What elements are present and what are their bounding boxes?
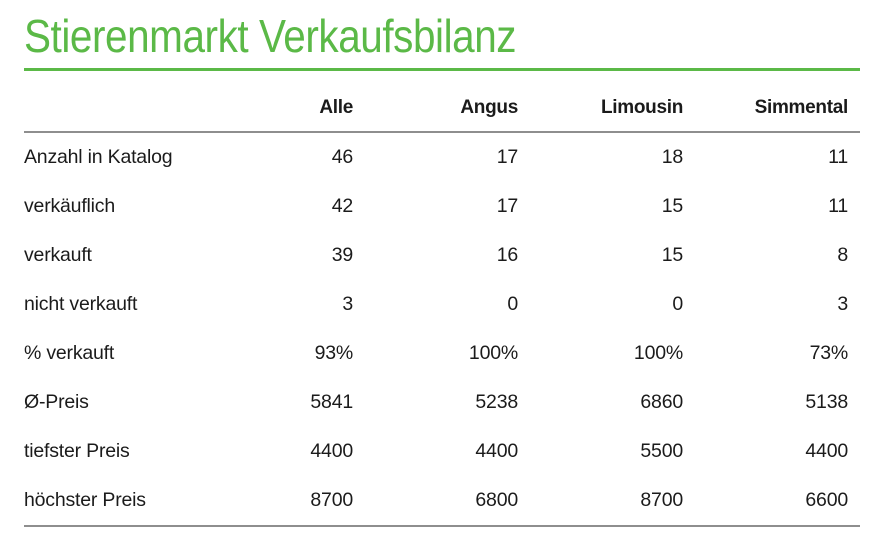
- cell-value: 100%: [468, 342, 518, 364]
- cell-value: 4400: [310, 440, 353, 462]
- cell-value: 17: [496, 195, 518, 217]
- cell-value: 5500: [640, 440, 683, 462]
- cell-value: 15: [661, 244, 683, 266]
- cell-value: 93%: [314, 342, 354, 364]
- cell-value: 3: [837, 293, 848, 315]
- column-header-blank: [24, 73, 200, 133]
- table-row: Ø-Preis 5841 5238 6860 5138: [24, 378, 860, 427]
- table-row: % verkauft 93% 100% 100% 73%: [24, 329, 860, 378]
- table-header-row: Alle Angus Limousin Simmental: [24, 73, 860, 133]
- cell-value: 16: [496, 244, 518, 266]
- cell-value: 8700: [530, 476, 695, 527]
- row-label: tiefster Preis: [24, 440, 130, 462]
- table-row: Anzahl in Katalog 46 17 18 11: [24, 132, 860, 182]
- cell-value: 73%: [809, 342, 849, 364]
- cell-value: 11: [828, 195, 848, 217]
- cell-value: 3: [342, 293, 353, 315]
- column-header: Simmental: [695, 73, 860, 133]
- title-rule: [24, 68, 860, 71]
- cell-value: 17: [496, 146, 518, 168]
- row-label: verkäuflich: [24, 195, 116, 217]
- cell-value: 6600: [695, 476, 860, 527]
- row-label: % verkauft: [24, 342, 115, 364]
- cell-value: 6860: [640, 391, 683, 413]
- cell-value: 39: [331, 244, 353, 266]
- page-title: Stierenmarkt Verkaufsbilanz: [24, 10, 517, 62]
- cell-value: 46: [331, 146, 353, 168]
- cell-value: 11: [828, 146, 848, 168]
- table-row: nicht verkauft 3 0 0 3: [24, 280, 860, 329]
- column-header: Angus: [365, 73, 530, 133]
- cell-value: 100%: [633, 342, 683, 364]
- cell-value: 4400: [805, 440, 848, 462]
- row-label: nicht verkauft: [24, 293, 138, 315]
- cell-value: 15: [661, 195, 683, 217]
- table-body: Anzahl in Katalog 46 17 18 11 verkäuflich 42 17…: [24, 132, 860, 527]
- table-row: verkauft 39 16 15 8: [24, 231, 860, 280]
- table-row: höchster Preis 8700 6800 8700 6600: [24, 476, 860, 527]
- row-label: Ø-Preis: [24, 391, 89, 413]
- row-label: verkauft: [24, 244, 92, 266]
- column-header: Limousin: [530, 73, 695, 133]
- cell-value: 0: [672, 293, 683, 315]
- cell-value: 8700: [200, 476, 365, 527]
- cell-value: 6800: [365, 476, 530, 527]
- table-row: verkäuflich 42 17 15 11: [24, 182, 860, 231]
- cell-value: 4400: [475, 440, 518, 462]
- column-header: Alle: [200, 73, 365, 133]
- sales-table: Alle Angus Limousin Simmental Anzahl in Kat…: [24, 73, 860, 527]
- cell-value: 5138: [805, 391, 848, 413]
- cell-value: 42: [331, 195, 353, 217]
- row-label: Anzahl in Katalog: [24, 146, 173, 168]
- cell-value: 5238: [475, 391, 518, 413]
- cell-value: 0: [507, 293, 518, 315]
- cell-value: 18: [661, 146, 683, 168]
- row-label: höchster Preis: [24, 476, 200, 527]
- cell-value: 8: [837, 244, 848, 266]
- cell-value: 5841: [310, 391, 353, 413]
- table-row: tiefster Preis 4400 4400 5500 4400: [24, 427, 860, 476]
